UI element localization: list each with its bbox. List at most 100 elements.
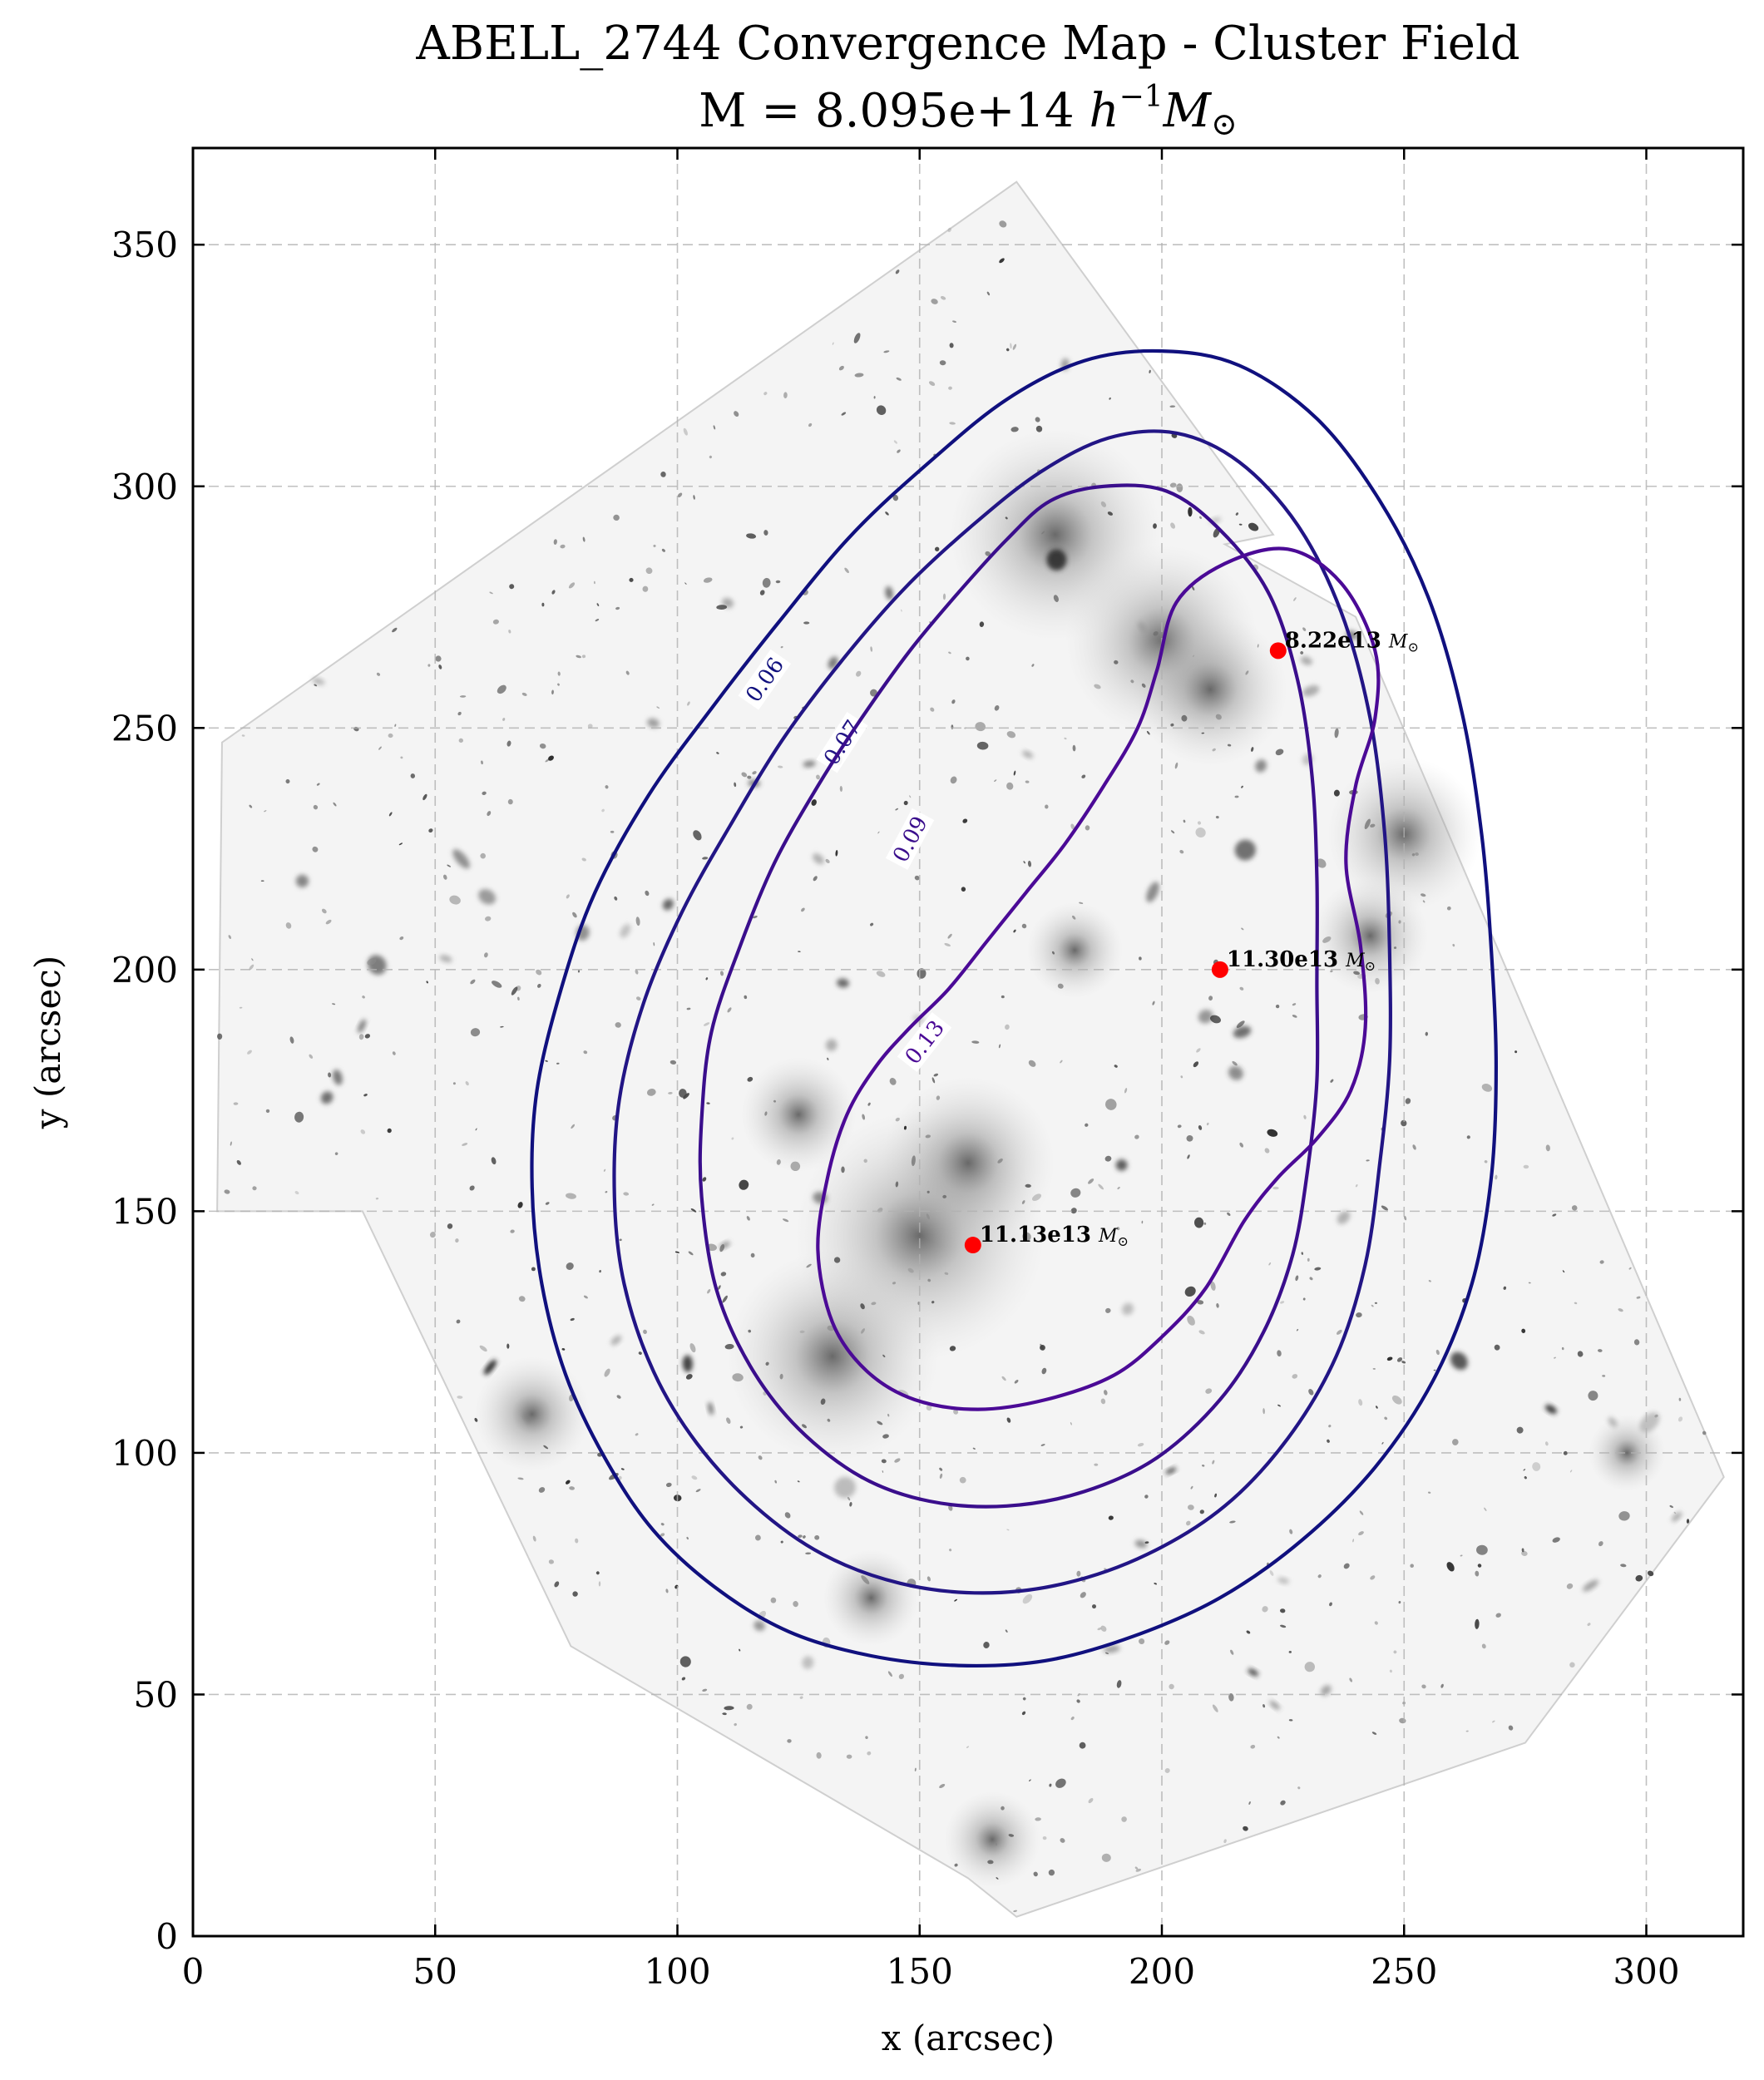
galaxy (1012, 343, 1017, 350)
galaxy (1678, 1397, 1682, 1401)
galaxy (312, 846, 319, 852)
galaxy (362, 996, 365, 999)
galaxy (1269, 1701, 1280, 1710)
galaxy (1248, 1801, 1251, 1805)
galaxy (954, 1863, 958, 1867)
galaxy (566, 1193, 576, 1199)
galaxy (926, 1405, 932, 1411)
galaxy (582, 536, 586, 542)
x-tick-label: 200 (1129, 1951, 1195, 1992)
galaxy (294, 1191, 299, 1195)
peak-marker-3 (964, 1237, 981, 1254)
galaxy (914, 1767, 917, 1771)
galaxy (1251, 747, 1254, 752)
galaxy (1100, 1398, 1106, 1405)
galaxy (1124, 1088, 1128, 1094)
galaxy (885, 586, 893, 600)
galaxy (889, 1078, 897, 1085)
galaxy (1495, 1174, 1498, 1180)
galaxy (1366, 1159, 1370, 1162)
galaxy (1302, 627, 1307, 631)
galaxy (871, 1302, 877, 1306)
galaxy (1053, 595, 1059, 602)
galaxy (1079, 1742, 1086, 1749)
galaxy (1523, 1469, 1526, 1471)
galaxy (1241, 927, 1244, 931)
galaxy (1035, 425, 1043, 432)
galaxy (1088, 1798, 1094, 1804)
galaxy (790, 1161, 801, 1172)
galaxy (1571, 1205, 1578, 1211)
galaxy (1196, 1048, 1201, 1053)
galaxy (887, 1671, 892, 1677)
galaxy (1582, 1579, 1599, 1592)
galaxy (1153, 631, 1159, 636)
galaxy (1008, 1834, 1015, 1837)
galaxy (1186, 1134, 1193, 1142)
galaxy (509, 584, 515, 590)
galaxy (750, 1252, 755, 1258)
galaxy (1029, 1779, 1031, 1781)
galaxy (1678, 1416, 1683, 1422)
galaxy (1181, 714, 1188, 722)
galaxy (1372, 1367, 1376, 1370)
galaxy (459, 695, 467, 698)
galaxy (1001, 1376, 1006, 1381)
galaxy (681, 1677, 686, 1681)
galaxy-halo (1026, 902, 1124, 999)
galaxy (686, 1007, 691, 1010)
galaxy (328, 1072, 332, 1078)
galaxy (999, 220, 1007, 228)
galaxy (665, 1588, 669, 1593)
galaxy (948, 1504, 953, 1511)
galaxy (1300, 656, 1312, 665)
galaxy (898, 1673, 905, 1680)
galaxy (1116, 1680, 1122, 1688)
galaxy (999, 258, 1005, 264)
galaxy (897, 449, 901, 453)
galaxy (926, 1576, 931, 1582)
galaxy (1092, 1604, 1096, 1609)
galaxy (312, 678, 325, 685)
galaxy (572, 1591, 578, 1597)
galaxy (776, 1159, 781, 1165)
galaxy (252, 1186, 257, 1191)
galaxy (1229, 1520, 1236, 1524)
galaxy (833, 1257, 841, 1263)
galaxy (557, 683, 560, 686)
galaxy (1620, 1564, 1627, 1568)
galaxy (759, 590, 765, 595)
galaxy (1317, 1574, 1322, 1579)
galaxy (853, 333, 861, 343)
galaxy (931, 1301, 935, 1304)
galaxy (1245, 670, 1249, 675)
galaxy (1170, 830, 1175, 834)
galaxy (543, 1445, 549, 1450)
galaxy (746, 533, 757, 539)
galaxy (1198, 1124, 1203, 1130)
galaxy (314, 684, 318, 687)
galaxy (1100, 1625, 1107, 1632)
galaxy (572, 912, 577, 918)
galaxy (825, 858, 830, 863)
galaxy (747, 1076, 754, 1082)
galaxy (216, 1033, 223, 1040)
contour-line-0.06 (530, 348, 1499, 1668)
galaxy (480, 852, 487, 859)
galaxy (1587, 1623, 1591, 1626)
galaxy (1280, 1800, 1286, 1806)
galaxy (465, 1081, 469, 1086)
galaxy (1010, 427, 1019, 432)
galaxy (1105, 1652, 1109, 1654)
galaxy (1205, 1388, 1213, 1394)
galaxy (601, 808, 605, 813)
galaxy (951, 724, 954, 729)
galaxy (594, 581, 595, 585)
galaxy (939, 360, 946, 366)
galaxy (793, 1601, 798, 1608)
galaxy (388, 812, 393, 817)
galaxy (674, 1251, 679, 1253)
galaxy (1262, 1704, 1266, 1708)
galaxy (1633, 1339, 1640, 1346)
galaxy (1451, 1439, 1459, 1445)
